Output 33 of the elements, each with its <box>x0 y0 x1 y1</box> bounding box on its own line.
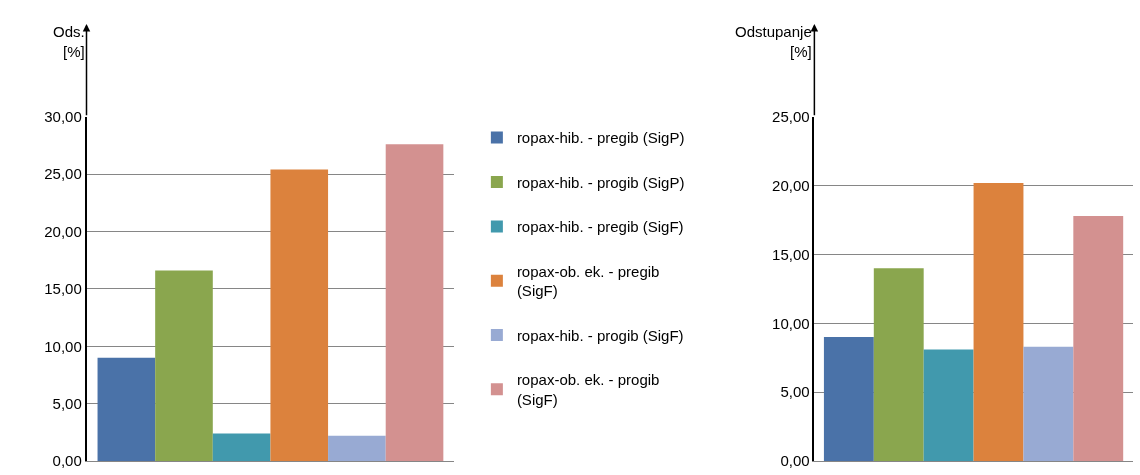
legend-label: ropax-hib. - pregib (SigF) <box>516 218 684 236</box>
y-tick-label: 20,00 <box>44 222 82 240</box>
bar <box>212 433 271 461</box>
bar <box>155 270 213 461</box>
y-tick-label: 15,00 <box>772 245 810 263</box>
bar <box>1023 346 1074 461</box>
y-axis-title: Odstupanje [%] <box>735 23 812 60</box>
bar <box>328 435 386 461</box>
y-tick-label: 10,00 <box>44 337 82 355</box>
bar <box>873 268 924 461</box>
bar <box>270 169 329 461</box>
y-tick-label: 0,00 <box>780 452 810 470</box>
y-axis-title: Ods. [%] <box>53 23 85 60</box>
legend-label: ropax-hib. - progib (SigP) <box>516 173 685 191</box>
bar <box>385 144 444 461</box>
y-tick-label: 25,00 <box>44 165 82 183</box>
y-tick-label: 15,00 <box>44 280 82 298</box>
y-tick-label: 5,00 <box>52 394 82 412</box>
legend-label: ropax-hib. - pregib (SigP) <box>516 129 685 147</box>
bar <box>1073 215 1124 461</box>
legend-label: ropax-ob. ek. - pregib (SigF) <box>516 262 660 300</box>
bar <box>823 337 874 461</box>
legend-label: ropax-hib. - progib (SigF) <box>516 326 684 344</box>
bar <box>97 357 156 461</box>
bar <box>923 349 974 461</box>
bar <box>973 182 1024 461</box>
y-tick-label: 25,00 <box>772 108 810 126</box>
y-tick-label: 20,00 <box>772 176 810 194</box>
y-tick-label: 5,00 <box>780 383 810 401</box>
y-tick-label: 30,00 <box>44 108 82 126</box>
legend-label: ropax-ob. ek. - progib (SigF) <box>516 371 660 408</box>
y-tick-label: 0,00 <box>52 452 82 470</box>
y-tick-label: 10,00 <box>772 314 810 332</box>
